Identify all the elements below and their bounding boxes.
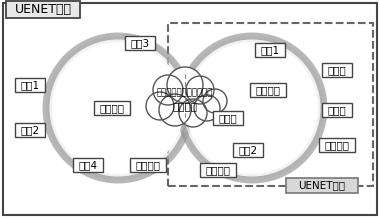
Text: 大学2: 大学2 <box>21 125 40 135</box>
FancyBboxPatch shape <box>323 63 352 77</box>
Circle shape <box>153 75 183 105</box>
Text: 市・県: 市・県 <box>218 113 238 123</box>
Text: 中学校: 中学校 <box>328 105 347 115</box>
Text: UENET中国: UENET中国 <box>14 3 71 16</box>
FancyBboxPatch shape <box>255 43 285 57</box>
Circle shape <box>186 42 318 174</box>
Text: 広島大学: 広島大学 <box>173 101 198 111</box>
Circle shape <box>179 99 207 127</box>
Text: 専門機関: 専門機関 <box>206 165 231 175</box>
Circle shape <box>52 42 184 174</box>
FancyBboxPatch shape <box>16 123 44 137</box>
FancyBboxPatch shape <box>16 78 44 92</box>
FancyBboxPatch shape <box>233 143 263 157</box>
FancyBboxPatch shape <box>6 1 80 18</box>
Text: 中国地区: 中国地区 <box>100 103 125 113</box>
FancyBboxPatch shape <box>130 158 166 172</box>
FancyBboxPatch shape <box>323 103 352 117</box>
Circle shape <box>146 92 174 120</box>
Text: 大学4: 大学4 <box>78 160 98 170</box>
Text: 大学3: 大学3 <box>130 38 150 48</box>
Text: 広島地区: 広島地区 <box>255 85 280 95</box>
FancyBboxPatch shape <box>73 158 103 172</box>
Circle shape <box>159 94 191 126</box>
FancyBboxPatch shape <box>3 3 377 215</box>
Text: 民間企業: 民間企業 <box>136 160 160 170</box>
Text: 高等学校: 高等学校 <box>325 140 350 150</box>
Text: UENET広島: UENET広島 <box>299 181 345 191</box>
Circle shape <box>180 36 324 180</box>
Text: 大学1: 大学1 <box>21 80 40 90</box>
FancyBboxPatch shape <box>250 83 286 97</box>
Circle shape <box>194 95 220 121</box>
FancyBboxPatch shape <box>94 101 130 115</box>
Text: 大学2: 大学2 <box>238 145 258 155</box>
Circle shape <box>203 89 227 113</box>
Text: 小学校: 小学校 <box>328 65 347 75</box>
FancyBboxPatch shape <box>200 163 236 177</box>
Text: 支援リソース・クラウド: 支援リソース・クラウド <box>157 89 213 97</box>
FancyBboxPatch shape <box>125 36 155 50</box>
Circle shape <box>167 67 203 103</box>
FancyBboxPatch shape <box>286 178 358 193</box>
Circle shape <box>186 76 214 104</box>
Text: 大学1: 大学1 <box>260 45 280 55</box>
FancyBboxPatch shape <box>214 111 242 125</box>
Circle shape <box>46 36 190 180</box>
FancyBboxPatch shape <box>319 138 355 152</box>
